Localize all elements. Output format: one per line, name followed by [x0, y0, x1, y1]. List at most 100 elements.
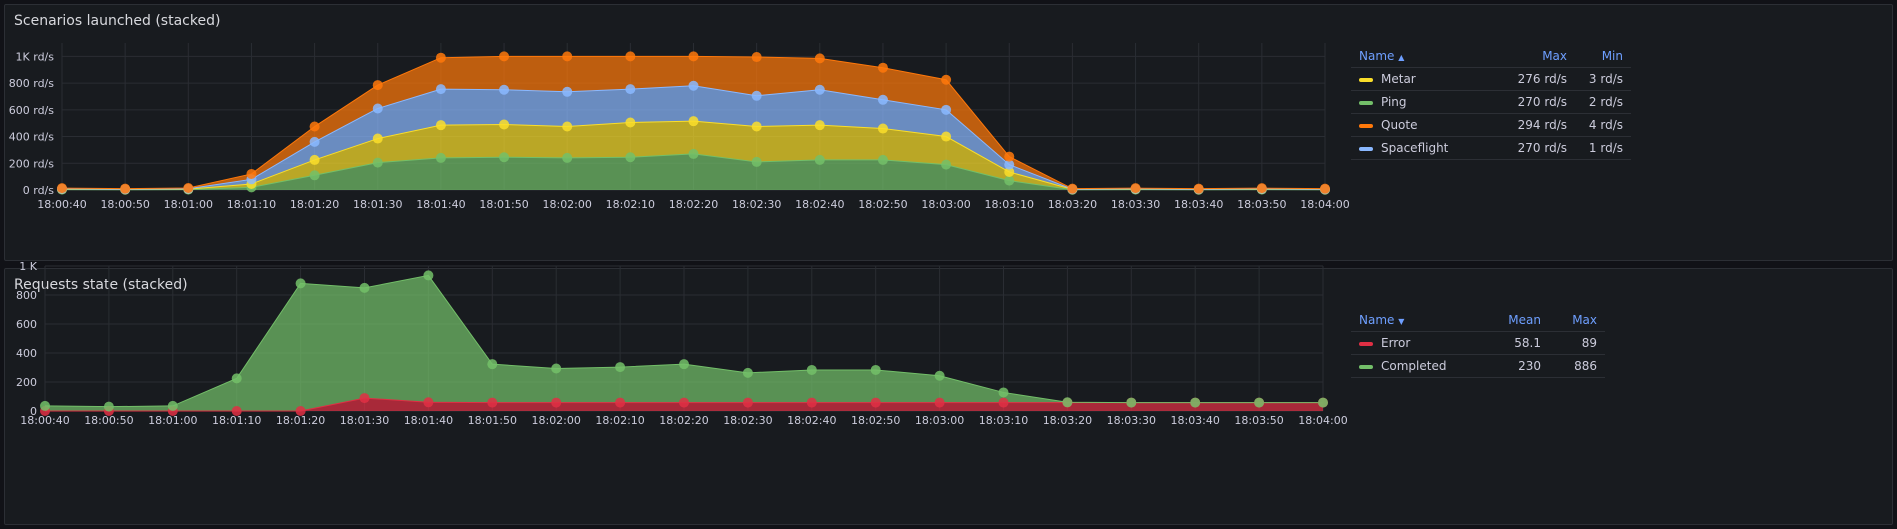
data-point-quote: [1004, 151, 1015, 162]
data-point-spaceflight: [1004, 159, 1015, 170]
x-tick-label: 18:01:40: [416, 198, 465, 211]
data-point-ping: [499, 152, 510, 163]
x-tick-label: 18:01:20: [276, 414, 325, 427]
x-tick-label: 18:01:50: [479, 198, 528, 211]
data-point-error: [998, 397, 1009, 408]
data-point-error: [487, 397, 498, 408]
data-point-completed: [1062, 397, 1073, 408]
data-point-ping: [751, 156, 762, 167]
x-tick-label: 18:04:00: [1300, 198, 1349, 211]
scenarios-chart: 0 rd/s 200 rd/s 400 rd/s 600 rd/s 800 rd/s 1K…: [9, 43, 1350, 211]
data-point-completed: [934, 370, 945, 381]
x-tick-label: 18:01:10: [212, 414, 261, 427]
data-point-quote: [877, 62, 888, 73]
x-tick-label: 18:01:00: [148, 414, 197, 427]
data-point-ping: [372, 157, 383, 168]
legend-value-max: 270 rd/s: [1507, 90, 1575, 114]
data-point-error: [870, 397, 881, 408]
y-tick-label: 1K rd/s: [16, 50, 55, 63]
legend-row-metar[interactable]: Metar 276 rd/s 3 rd/s: [1351, 67, 1631, 91]
data-point-quote: [57, 183, 67, 194]
legend-row-spaceflight[interactable]: Spaceflight 270 rd/s 1 rd/s: [1351, 136, 1631, 160]
data-point-quote: [625, 51, 636, 62]
data-point-quote: [309, 121, 320, 132]
legend-value-mean: 230: [1471, 354, 1549, 378]
legend-header-name[interactable]: Name ▲: [1351, 45, 1507, 68]
data-point-spaceflight: [941, 104, 952, 115]
legend-row-ping[interactable]: Ping 270 rd/s 2 rd/s: [1351, 90, 1631, 114]
data-point-completed: [231, 373, 242, 384]
data-point-metar: [814, 120, 825, 131]
data-point-completed: [167, 400, 178, 411]
data-point-error: [359, 393, 370, 404]
legend-row-quote[interactable]: Quote 294 rd/s 4 rd/s: [1351, 113, 1631, 137]
legend-series-label: Completed: [1381, 359, 1447, 373]
data-point-ping: [562, 152, 573, 163]
data-point-spaceflight: [688, 80, 699, 91]
x-tick-label: 18:01:20: [290, 198, 339, 211]
y-tick-label: 200: [16, 376, 37, 389]
data-point-spaceflight: [499, 84, 510, 95]
data-point-quote: [1067, 183, 1078, 194]
data-point-ping: [309, 170, 320, 181]
x-tick-label: 18:03:00: [921, 198, 970, 211]
x-tick-label: 18:01:00: [164, 198, 213, 211]
data-point-metar: [1004, 166, 1015, 177]
legend-value-max: 89: [1549, 331, 1605, 355]
legend-series-name: Ping: [1351, 90, 1507, 114]
data-point-completed: [423, 270, 434, 281]
data-point-completed: [1318, 397, 1328, 408]
data-point-metar: [877, 123, 888, 134]
x-tick-label: 18:02:30: [732, 198, 781, 211]
series-color-swatch: [1359, 341, 1373, 346]
data-point-quote: [1193, 183, 1204, 194]
x-tick-label: 18:03:20: [1048, 198, 1097, 211]
data-point-metar: [625, 117, 636, 128]
x-tick-label: 18:01:50: [468, 414, 517, 427]
data-point-completed: [998, 387, 1009, 398]
y-tick-label: 400 rd/s: [9, 131, 55, 144]
legend-value-min: 3 rd/s: [1575, 67, 1631, 91]
legend-header-name[interactable]: Name ▼: [1351, 309, 1471, 332]
data-point-error: [679, 397, 689, 408]
legend-value-min: 2 rd/s: [1575, 90, 1631, 114]
legend-header-max[interactable]: Max: [1507, 45, 1575, 68]
data-point-error: [934, 397, 945, 408]
legend-series-name: Completed: [1351, 354, 1471, 378]
data-point-quote: [183, 182, 194, 193]
legend-series-name: Metar: [1351, 67, 1507, 91]
data-point-spaceflight: [814, 84, 825, 95]
legend-series-name: Spaceflight: [1351, 136, 1507, 160]
legend-value-max: 294 rd/s: [1507, 113, 1575, 137]
data-point-quote: [562, 51, 573, 62]
x-tick-label: 18:03:00: [915, 414, 964, 427]
legend-value-mean: 58.1: [1471, 331, 1549, 355]
data-point-ping: [688, 148, 699, 159]
scenarios-legend: Name ▲ Max Min Metar 276 rd/s 3 rd/s Ping 27…: [1351, 45, 1631, 160]
x-tick-label: 18:01:40: [404, 414, 453, 427]
legend-header-max[interactable]: Max: [1549, 309, 1605, 332]
legend-header-mean[interactable]: Mean: [1471, 309, 1549, 332]
data-point-spaceflight: [435, 84, 446, 95]
x-tick-label: 18:01:30: [353, 198, 402, 211]
data-point-metar: [751, 121, 762, 132]
x-tick-label: 18:02:20: [669, 198, 718, 211]
x-tick-label: 18:02:40: [787, 414, 836, 427]
x-tick-label: 18:01:30: [340, 414, 389, 427]
data-point-error: [551, 397, 562, 408]
x-tick-label: 18:02:50: [858, 198, 907, 211]
series-area-completed: [45, 275, 1323, 411]
scenarios-panel: Scenarios launched (stacked) 0 rd/s 200 r…: [4, 4, 1893, 261]
legend-row-error[interactable]: Error 58.1 89: [1351, 331, 1605, 355]
data-point-spaceflight: [372, 103, 383, 114]
x-tick-label: 18:02:50: [851, 414, 900, 427]
legend-value-max: 886: [1549, 354, 1605, 378]
legend-header-min[interactable]: Min: [1575, 45, 1631, 68]
x-tick-label: 18:03:30: [1111, 198, 1160, 211]
legend-row-completed[interactable]: Completed 230 886: [1351, 354, 1605, 378]
data-point-completed: [103, 401, 114, 412]
data-point-metar: [435, 120, 446, 131]
legend-series-label: Spaceflight: [1381, 141, 1449, 155]
data-point-metar: [499, 119, 510, 130]
data-point-metar: [372, 133, 383, 144]
